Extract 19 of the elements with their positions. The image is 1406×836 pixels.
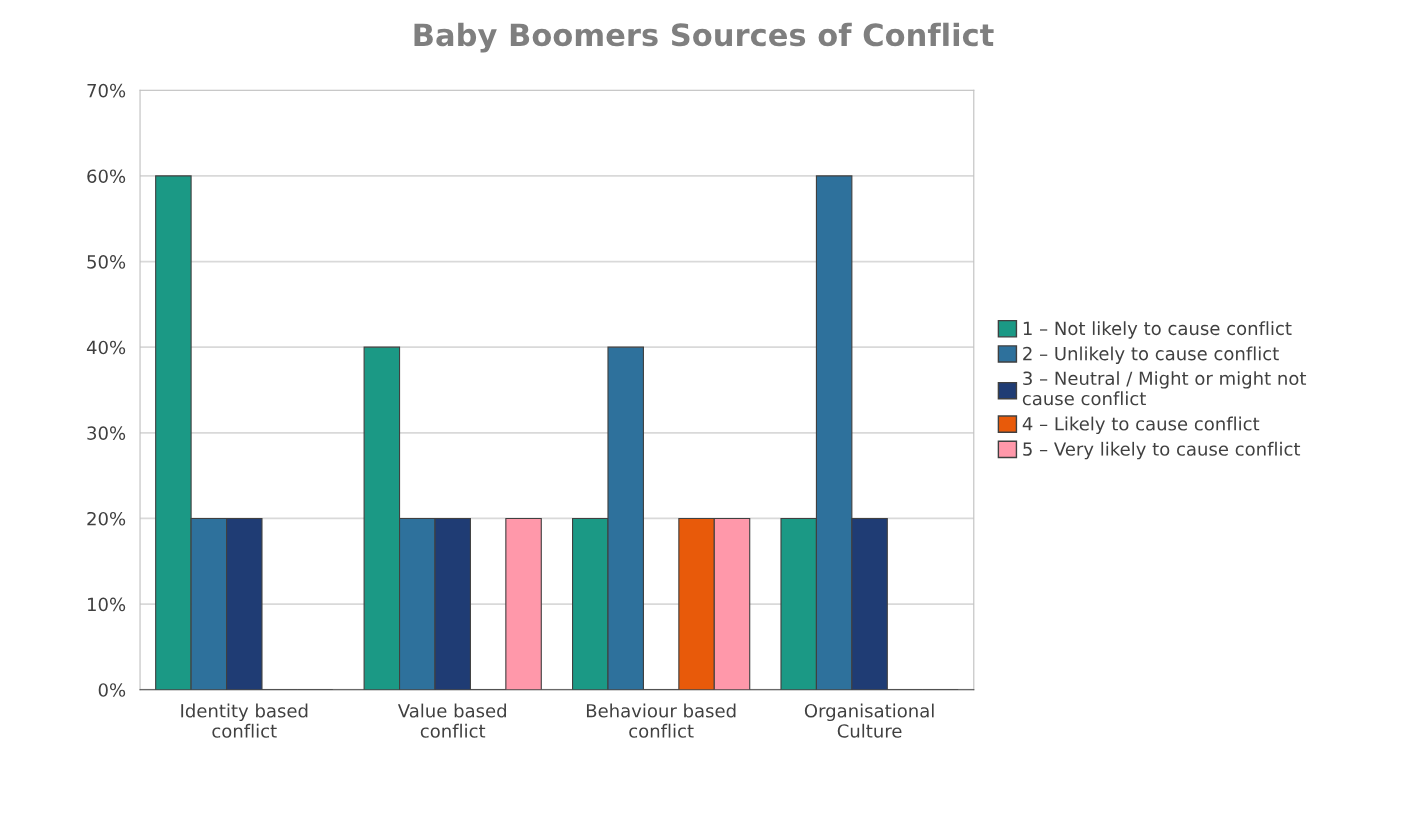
x-tick-label: Identity based conflict: [181, 703, 308, 738]
y-tick-label: 70%: [87, 83, 126, 98]
legend-label: 5 – Very likely to cause conflict: [1023, 441, 1301, 460]
y-tick-label: 40%: [86, 340, 126, 355]
legend-label: 2 – Unlikely to cause conflict: [1023, 346, 1279, 364]
y-tick-label: 10%: [88, 597, 126, 612]
y-tick-label: 30%: [87, 426, 126, 440]
y-tick-label: 0%: [98, 683, 126, 697]
y-tick-label: 20%: [87, 511, 126, 526]
y-tick-label: 60%: [87, 169, 126, 184]
y-tick-label: 50%: [87, 255, 126, 269]
x-tick-label: Behaviour based conflict: [586, 703, 736, 738]
legend-label: 4 – Likely to cause conflict: [1022, 416, 1260, 435]
bar: [505, 517, 542, 690]
legend-label: 1 – Not likely to cause conflict: [1023, 321, 1292, 339]
legend-label: 3 – Neutral / Might or might not cause conflict: [1022, 371, 1307, 406]
x-tick-label: Value based conflict: [397, 703, 506, 738]
chart-title: Baby Boomers Sources of Conflict: [414, 22, 994, 53]
x-tick-label: Organisational Culture: [804, 703, 934, 738]
